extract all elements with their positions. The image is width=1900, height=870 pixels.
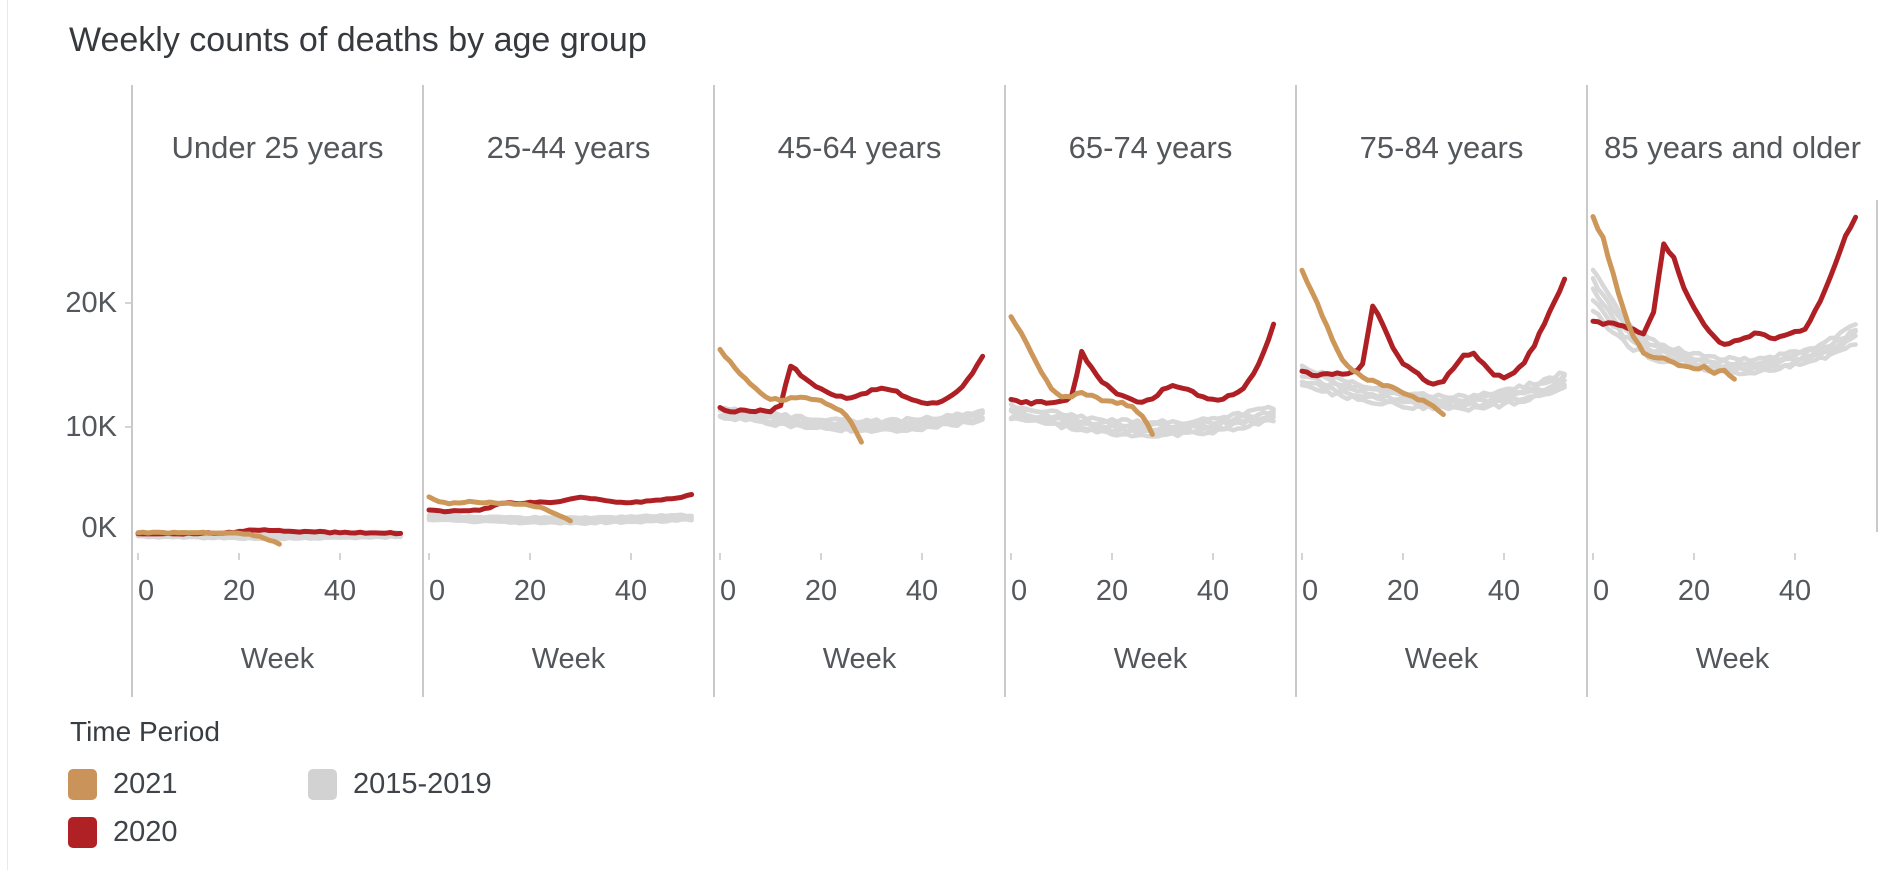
line-2015-2019[interactable]: [1299, 363, 1567, 401]
x-tick-label: 20: [1678, 575, 1710, 607]
legend-item-label: 2021: [113, 767, 178, 800]
y-tick-label: 20K: [65, 287, 117, 319]
x-tick-label: 20: [805, 575, 837, 607]
line-2020[interactable]: [1299, 276, 1568, 387]
x-tick-label: 20: [514, 575, 546, 607]
x-tick-label: 20: [223, 575, 255, 607]
age-group-label: 25-44 years: [487, 130, 651, 165]
line-2021[interactable]: [1008, 314, 1155, 437]
week-axis-label: Week: [1114, 643, 1188, 675]
line-2015-2019[interactable]: [1008, 407, 1276, 430]
week-axis-label: Week: [1405, 643, 1479, 675]
age-group-label: 45-64 years: [778, 130, 942, 165]
chart-title: Weekly counts of deaths by age group: [69, 21, 647, 59]
legend-title: Time Period: [70, 716, 220, 747]
week-axis-label: Week: [1696, 643, 1770, 675]
line-2020[interactable]: [426, 492, 695, 515]
line-2020[interactable]: [1590, 214, 1859, 347]
x-tick-label: 40: [906, 575, 938, 607]
legend-item-label: 2015-2019: [353, 767, 492, 800]
legend: Time Period 2021 2020 2015-2019: [68, 716, 768, 856]
legend-swatch-icon: [68, 816, 97, 848]
x-tick-label: 40: [1488, 575, 1520, 607]
legend-swatch-icon: [68, 768, 97, 800]
age-group-label: 65-74 years: [1069, 130, 1233, 165]
x-tick-label: 0: [429, 575, 445, 607]
line-2021[interactable]: [426, 494, 573, 524]
x-tick-label: 0: [720, 575, 736, 607]
legend-item-2015-2019[interactable]: 2015-2019: [308, 768, 768, 801]
line-2021[interactable]: [717, 346, 864, 445]
x-tick-label: 0: [138, 575, 154, 607]
x-tick-label: 40: [324, 575, 356, 607]
container-left-border: [7, 0, 8, 870]
line-2015-2019[interactable]: [1008, 402, 1276, 427]
y-tick-label: 0K: [82, 512, 118, 544]
week-axis-label: Week: [823, 643, 897, 675]
x-tick-label: 20: [1387, 575, 1419, 607]
x-tick-label: 40: [615, 575, 647, 607]
age-group-label: Under 25 years: [172, 130, 384, 165]
legend-item-2021[interactable]: 2021: [68, 768, 308, 801]
age-group-label: 85 years and older: [1604, 130, 1861, 165]
x-tick-label: 0: [1593, 575, 1609, 607]
line-2021[interactable]: [1299, 267, 1446, 418]
legend-item-label: 2020: [113, 815, 178, 848]
week-axis-label: Week: [241, 643, 315, 675]
line-2020[interactable]: [717, 353, 986, 415]
x-tick-label: 0: [1302, 575, 1318, 607]
x-tick-label: 40: [1779, 575, 1811, 607]
legend-swatch-icon: [308, 768, 337, 800]
y-tick-label: 10K: [65, 411, 117, 443]
legend-items: 2021 2020 2015-2019: [68, 760, 768, 856]
line-2020[interactable]: [1008, 321, 1277, 407]
week-axis-label: Week: [532, 643, 606, 675]
age-group-label: 75-84 years: [1360, 130, 1524, 165]
x-tick-label: 40: [1197, 575, 1229, 607]
small-multiples-chart: 0K 10K 20K Under 25 years 0 20 40 Week 25-44 yea…: [65, 85, 1878, 697]
line-2021[interactable]: [1590, 214, 1737, 382]
line-2021[interactable]: [135, 529, 282, 547]
x-tick-label: 0: [1011, 575, 1027, 607]
legend-item-2020[interactable]: 2020: [68, 816, 308, 849]
x-tick-label: 20: [1096, 575, 1128, 607]
